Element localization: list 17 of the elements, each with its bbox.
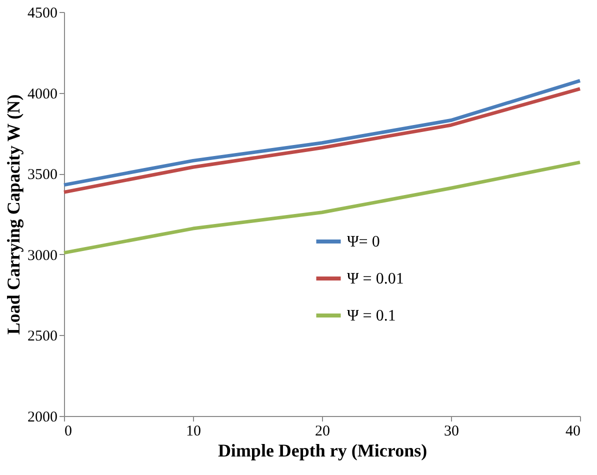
x-tick-label: 20: [315, 424, 330, 440]
y-tick-label: 3500: [28, 167, 58, 184]
y-tick-label: 4000: [28, 86, 58, 102]
line-series: [62, 160, 582, 255]
y-tick-label: 4500: [28, 6, 58, 22]
y-tick-label: 2000: [28, 410, 58, 426]
legend-label: Ψ = 0.1: [347, 308, 396, 324]
x-tick-label: 10: [186, 424, 201, 440]
legend-label: Ψ = 0.01: [347, 270, 404, 288]
y-axis-title: Load Carrying Capacity W (N): [4, 94, 24, 335]
y-tick-label: 2500: [28, 328, 58, 345]
x-tick-label: 40: [566, 424, 580, 440]
legend-label: Ψ= 0: [347, 234, 380, 250]
x-tick-label: 0: [64, 424, 72, 440]
y-tick-label: 3000: [28, 248, 58, 264]
x-axis-title: Dimple Depth ry (Microns): [218, 440, 428, 460]
x-tick-label: 30: [444, 424, 459, 440]
